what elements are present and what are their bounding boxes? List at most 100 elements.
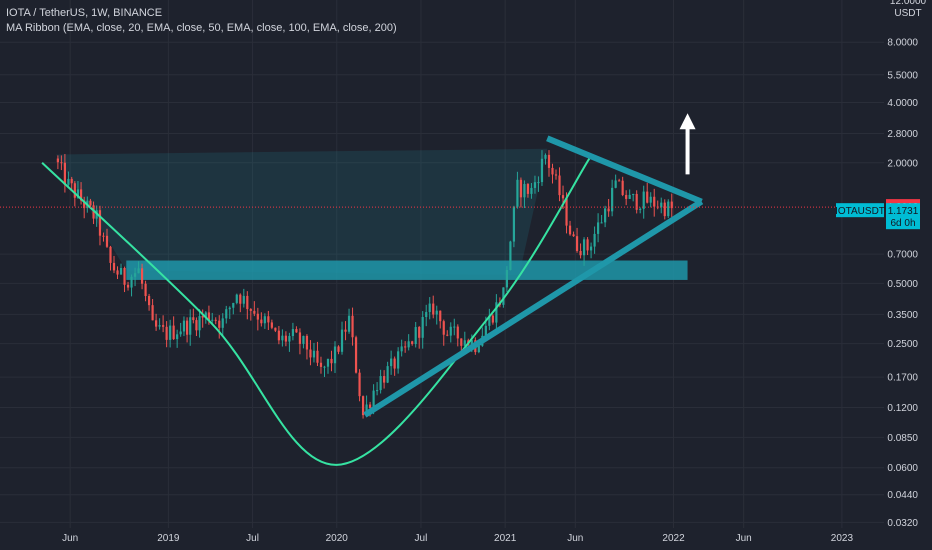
candle-body: [653, 196, 656, 207]
candle-body: [319, 362, 323, 367]
price-tick-label: 0.2500: [887, 339, 918, 350]
candle-body: [628, 194, 631, 199]
candle-body: [488, 315, 491, 326]
price-tick-label: 4.0000: [887, 98, 918, 109]
candle-body: [140, 268, 144, 284]
candle-body: [554, 174, 558, 176]
breakout-arrow-head: [679, 113, 696, 130]
time-tick-label: Jul: [415, 533, 428, 544]
candle-body: [239, 294, 242, 304]
candle-body: [158, 325, 161, 327]
candle-body: [579, 250, 582, 256]
price-tick-label: 2.8000: [887, 129, 918, 140]
candle-body: [526, 184, 530, 194]
chart-legend: IOTA / TetherUS, 1W, BINANCE MA Ribbon (…: [6, 6, 397, 36]
price-tick-label: 5.5000: [887, 70, 918, 81]
candle-body: [365, 404, 368, 416]
candle-body: [198, 316, 201, 331]
indicator-label[interactable]: MA Ribbon (EMA, close, 20, EMA, close, 5…: [6, 22, 397, 34]
candle-body: [361, 396, 365, 416]
candle-body: [421, 316, 424, 338]
candle-body: [130, 276, 133, 288]
time-tick-label: Jun: [62, 533, 78, 544]
candle-body: [179, 331, 182, 335]
candle-body: [246, 295, 249, 310]
candle-body: [119, 267, 123, 275]
candle-body: [232, 302, 235, 308]
symbol-title[interactable]: IOTA / TetherUS, 1W, BINANCE: [6, 7, 163, 19]
candle-body: [267, 316, 270, 323]
candle-body: [537, 182, 540, 184]
candle-body: [495, 302, 498, 323]
candle-body: [185, 320, 189, 335]
candle-body: [133, 273, 137, 277]
candle-body: [565, 198, 568, 226]
candle-body: [523, 184, 526, 198]
candle-body: [249, 309, 252, 311]
price-tick-label: 0.5000: [887, 279, 918, 290]
candle-body: [102, 235, 105, 237]
candle-body: [572, 234, 575, 237]
candle-body: [172, 325, 175, 340]
time-tick-label: 2022: [662, 533, 685, 544]
candle-body: [182, 320, 186, 332]
candle-body: [60, 162, 63, 164]
candle-body: [79, 189, 83, 201]
candle-body: [195, 320, 198, 331]
candle-body: [302, 335, 305, 344]
candle-body: [225, 309, 228, 319]
candle-body: [463, 340, 466, 346]
time-axis[interactable]: Jun 2019 Jul 2020 Jul 2021 Jun 2022 Jun 2023: [0, 528, 932, 550]
candle-body: [449, 326, 452, 336]
time-axis-bg: [0, 528, 932, 550]
descending-trendline: [546, 135, 703, 205]
candle-body: [646, 191, 649, 203]
drawings: [41, 113, 704, 466]
candle-body: [561, 195, 565, 199]
shaded-area: [56, 148, 548, 276]
candle-body: [89, 200, 92, 206]
candle-body: [137, 268, 140, 274]
candle-body: [505, 269, 508, 288]
candle-body: [192, 317, 195, 321]
candle-body: [470, 340, 473, 345]
candle-body: [214, 319, 217, 321]
time-tick-label: Jul: [246, 533, 259, 544]
countdown-value: 6d 0h: [890, 218, 915, 229]
candle-body: [105, 235, 109, 247]
candle-body: [263, 316, 266, 324]
candle-body: [642, 191, 645, 209]
candle-body: [305, 335, 309, 350]
candle-body: [312, 350, 316, 358]
candle-body: [204, 312, 207, 318]
candle-body: [176, 334, 179, 340]
time-tick-label: 2019: [157, 533, 180, 544]
candle-body: [298, 332, 302, 344]
candle-body: [270, 322, 273, 328]
candle-body: [126, 284, 130, 288]
time-tick-label: Jun: [567, 533, 583, 544]
candle-body: [404, 346, 407, 348]
candle-body: [607, 208, 610, 212]
candle-body: [393, 358, 396, 369]
candle-body: [70, 178, 73, 184]
symbol-badge-text: IOTAUSDT: [835, 206, 885, 217]
candle-body: [446, 334, 449, 336]
candle-body: [323, 366, 326, 368]
candle-body: [414, 327, 417, 345]
rising-trendline: [363, 199, 704, 418]
time-tick-label: 2023: [831, 533, 854, 544]
candle-body: [540, 158, 544, 183]
price-tick-label: 2.0000: [887, 158, 918, 169]
candle-body: [274, 327, 277, 331]
price-tick-label: 0.0850: [887, 433, 918, 444]
price-axis-top-tick: 12.0000: [890, 0, 927, 7]
candle-body: [519, 179, 523, 198]
price-tick-label: 8.0000: [887, 38, 918, 49]
candle-body: [533, 182, 537, 188]
candle-body: [281, 335, 284, 341]
candle-body: [428, 303, 431, 313]
candle-body: [288, 336, 291, 342]
